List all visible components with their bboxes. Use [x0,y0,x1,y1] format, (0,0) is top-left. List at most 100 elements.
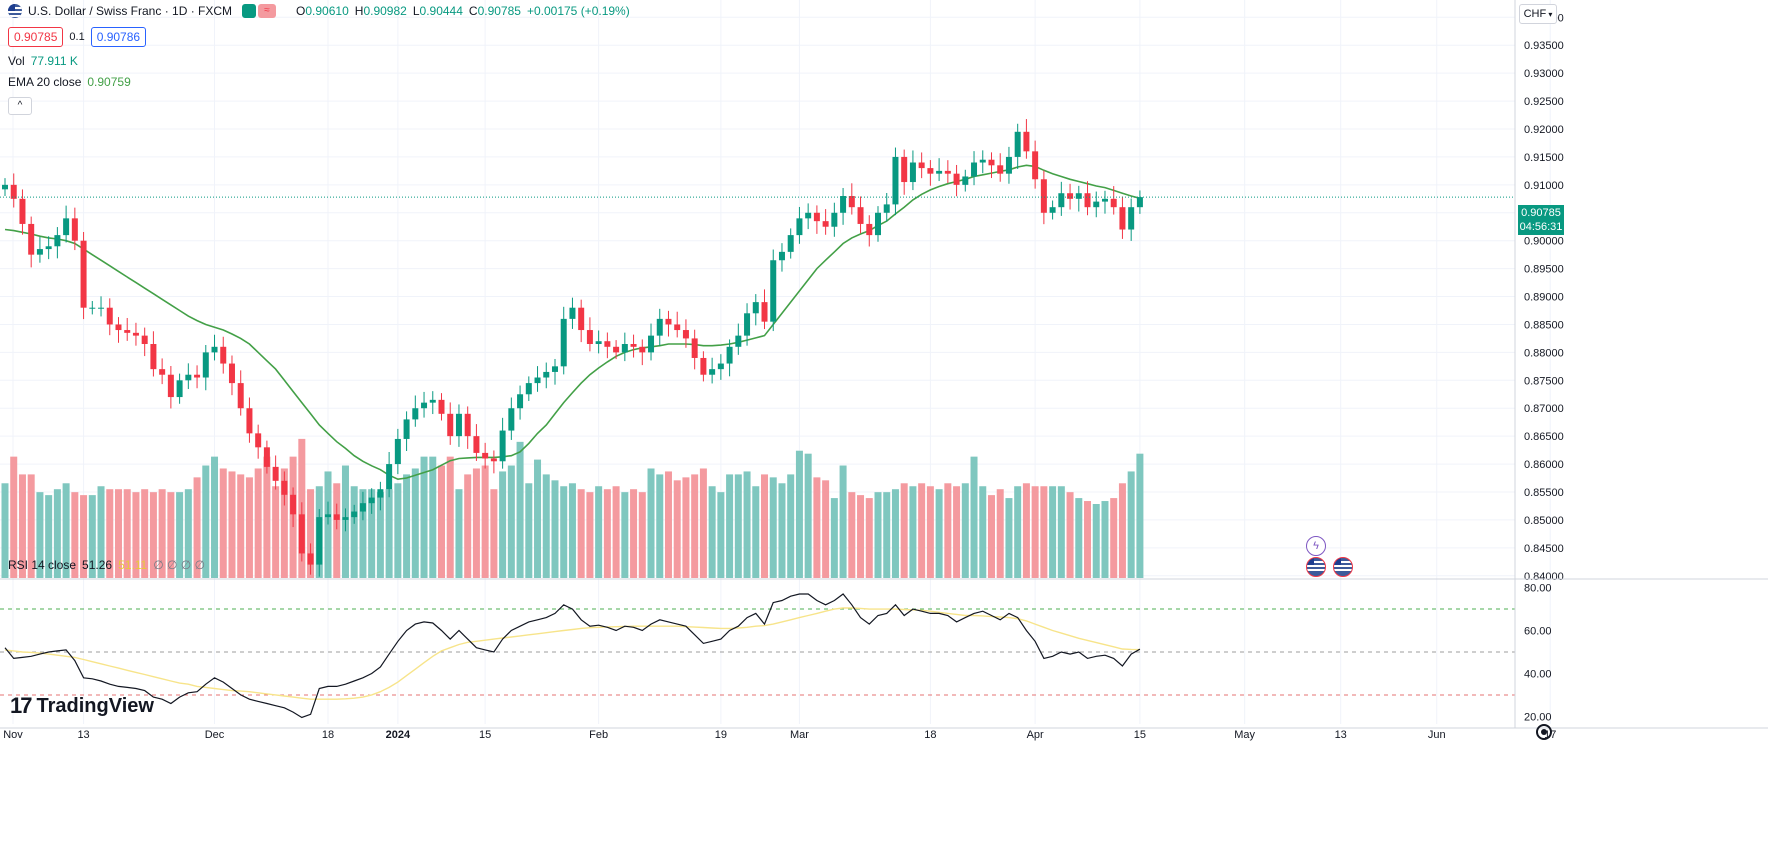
volume-bar [961,483,969,578]
candle-body [691,338,698,358]
gear-icon[interactable] [1536,724,1552,740]
volume-bar [612,486,620,578]
candle-body [1058,193,1065,208]
candle-body [290,494,297,515]
candle [1014,123,1021,169]
candle-body [307,553,314,565]
volume-bar [464,474,472,578]
volume-bar [752,486,760,578]
ema-label: EMA 20 close [8,75,82,89]
volume-bar [734,474,742,578]
candle [185,363,192,390]
price-tick-label: 0.86500 [1524,431,1564,443]
currency-selector[interactable]: CHF ▾ [1519,4,1557,24]
candle-body [866,223,873,236]
tradingview-logo[interactable]: 17 TradingView [10,693,154,719]
time-tick-label: 15 [1134,729,1146,741]
time-tick-label: 2024 [386,729,411,741]
volume-bar [761,474,769,578]
compare-icons[interactable]: ≈ [242,4,277,18]
volume-bar [813,477,821,578]
candle-body [36,249,43,255]
rsi-tick-label: 60.00 [1524,626,1552,638]
candle-body [1023,131,1030,152]
candle-body [255,433,262,448]
volume-bar [726,474,734,578]
candle [490,450,497,474]
price-tick-label: 0.85000 [1524,515,1564,527]
candle [805,203,812,230]
volume-bar [638,492,646,578]
volume-bar [97,486,105,578]
candle-body [447,413,454,437]
ema-legend[interactable]: EMA 20 close 0.90759 [8,75,131,89]
candle-body [211,346,218,353]
candle-body [368,497,375,504]
volume-bar [88,495,96,578]
candle-body [595,341,602,345]
volume-bar [193,477,201,578]
volume-bar [1049,486,1057,578]
candle [936,158,943,182]
candle-body [316,517,323,565]
volume-bar [228,471,236,578]
candle [167,366,174,409]
collapse-legend-button[interactable]: ^ [8,97,32,115]
candle [36,237,43,263]
volume-bar [62,483,70,578]
volume-legend[interactable]: Vol 77.911 K [8,54,78,68]
candle [962,169,969,192]
price-tick-label: 0.84500 [1524,543,1564,555]
candle [761,289,768,330]
candle-body [621,344,628,353]
candle [228,355,235,396]
candle-body [1119,207,1126,230]
trade-row: 0.90785 0.1 0.90786 [8,27,147,47]
candle-body [28,223,35,255]
volume-bar [176,492,184,578]
candle-body [778,251,785,261]
candle-body [351,511,358,518]
candle [1128,198,1135,241]
volume-bar [534,459,542,578]
rsi-extra-values: ∅ ∅ ∅ ∅ [153,558,206,572]
buy-button[interactable]: 0.90786 [90,27,147,47]
sell-button[interactable]: 0.90785 [8,27,64,47]
volume-bar [822,480,830,578]
volume-bar [1118,483,1126,578]
volume-value: 77.911 K [30,54,78,68]
wave-icon[interactable]: ≈ [258,4,277,18]
candle [787,228,794,259]
symbol-legend[interactable]: U.S. Dollar / Swiss Franc · 1D · FXCM ≈ … [8,4,630,18]
volume-bar [656,474,664,578]
us-flag-icon-2 [1333,557,1353,577]
candle-body [499,430,506,462]
candle [438,393,445,421]
volume-bar [237,474,245,578]
candle-body [455,413,462,437]
us-event-flag[interactable] [1306,557,1326,580]
price-tick-label: 0.89000 [1524,292,1564,304]
currency-label: CHF [1523,8,1547,20]
rsi-legend[interactable]: RSI 14 close 51.26 51.11 ∅ ∅ ∅ ∅ [8,558,205,572]
candle [866,215,873,247]
chart-type-icon[interactable] [242,4,257,18]
volume-bar [184,489,192,578]
candle-body [1032,151,1039,180]
symbol-title: U.S. Dollar / Swiss Franc · 1D · FXCM [28,4,233,18]
candle [1023,119,1030,159]
candle-body [159,369,166,375]
time-tick-label: 19 [715,729,727,741]
time-tick-label: 18 [322,729,334,741]
us-event-flag-2[interactable] [1333,557,1353,580]
candle [1110,186,1117,215]
volume-bar [830,498,838,578]
candle [403,411,410,452]
lightning-event-icon[interactable]: ϟ [1306,536,1326,556]
rsi-label: RSI 14 close [8,558,77,572]
candle [971,151,978,186]
volume-bar [673,480,681,578]
rsi-tick-label: 40.00 [1524,668,1552,680]
candle-body [482,452,489,459]
